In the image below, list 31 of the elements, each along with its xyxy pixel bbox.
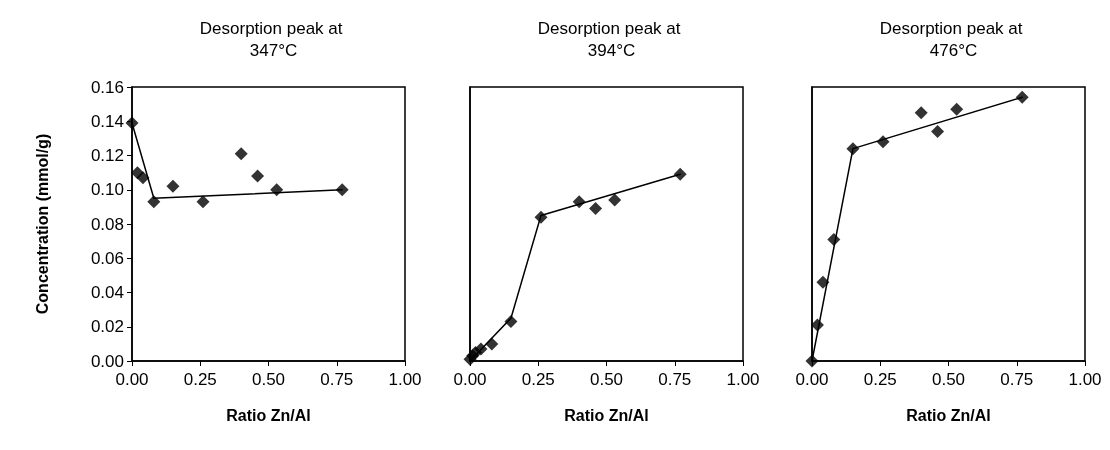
chart-title: Desorption peak at 394°C bbox=[537, 18, 686, 60]
x-tick-label: 1.00 bbox=[726, 370, 760, 389]
x-tick-label: 0.00 bbox=[115, 370, 149, 389]
x-tick-label: 0.25 bbox=[183, 370, 217, 389]
x-tick-label: 1.00 bbox=[1068, 370, 1102, 389]
y-axis-title: Concentration (mmol/g) bbox=[33, 133, 51, 315]
x-axis-title: Ratio Zn/Al bbox=[906, 406, 991, 424]
x-tick-label: 0.75 bbox=[1000, 370, 1034, 389]
x-tick-label: 0.00 bbox=[795, 370, 829, 389]
y-tick-label: 0.06 bbox=[90, 248, 124, 268]
chart-title: Desorption peak at 347°C bbox=[199, 18, 348, 60]
y-tick-label: 0.12 bbox=[90, 146, 124, 165]
y-tick-label: 0.16 bbox=[90, 77, 124, 97]
x-tick-label: 0.75 bbox=[320, 370, 354, 389]
x-tick-label: 0.75 bbox=[658, 370, 692, 389]
y-tick-label: 0.14 bbox=[90, 111, 124, 131]
y-tick-label: 0.00 bbox=[90, 351, 124, 371]
x-axis-title: Ratio Zn/Al bbox=[564, 406, 649, 424]
y-tick-label: 0.08 bbox=[90, 214, 124, 234]
y-tick-label: 0.04 bbox=[90, 283, 124, 302]
chart-title: Desorption peak at 476°C bbox=[879, 18, 1028, 60]
x-tick-label: 0.50 bbox=[589, 370, 624, 389]
y-tick-label: 0.02 bbox=[90, 317, 124, 337]
x-tick-label: 0.50 bbox=[251, 370, 286, 389]
x-tick-label: 0.00 bbox=[453, 370, 487, 389]
x-tick-label: 0.25 bbox=[521, 370, 555, 389]
y-tick-label: 0.10 bbox=[90, 180, 124, 200]
x-axis-title: Ratio Zn/Al bbox=[226, 406, 311, 424]
x-tick-label: 0.25 bbox=[863, 370, 897, 389]
x-tick-label: 1.00 bbox=[388, 370, 422, 389]
x-tick-label: 0.50 bbox=[931, 370, 966, 389]
